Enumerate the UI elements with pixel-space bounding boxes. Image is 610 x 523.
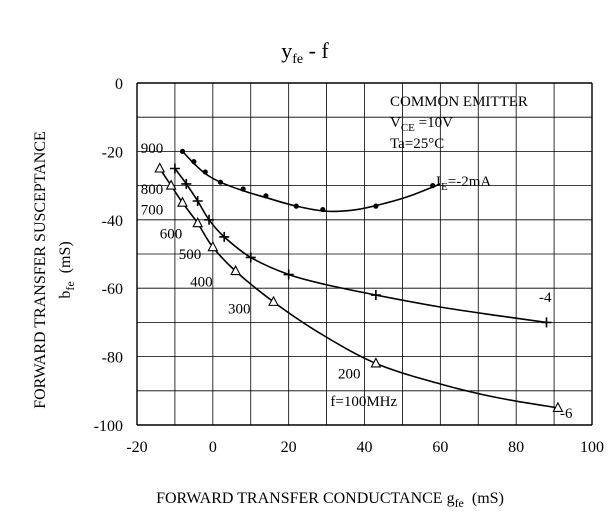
data-point-triangle <box>370 357 382 368</box>
svg-text:FORWARD TRANSFER SUSCEPTANCE: FORWARD TRANSFER SUSCEPTANCE <box>32 131 49 409</box>
series-label-6: -6 <box>560 406 573 422</box>
data-point-dot <box>191 159 197 165</box>
x-tick-label: -20 <box>126 439 147 456</box>
chart-title: yfe - f <box>281 38 329 67</box>
y-tick-label: -60 <box>102 281 123 298</box>
data-point-dot <box>240 186 246 192</box>
series-line-1 <box>174 168 547 324</box>
data-point-triangle <box>268 295 279 306</box>
x-tick-label: 0 <box>209 439 217 456</box>
frequency-label: f=100MHz <box>330 394 397 410</box>
data-point-triangle <box>230 264 241 276</box>
series-label-4: -4 <box>539 290 552 306</box>
frequency-labels: 900 800 700 600 500 400 300 200 f=100MHz <box>141 141 398 410</box>
data-point-dot <box>293 203 299 209</box>
data-point-triangle <box>154 162 166 173</box>
conditions-line1: COMMON EMITTER <box>390 94 528 110</box>
data-point-plus <box>181 178 192 189</box>
frequency-label: 200 <box>338 367 361 383</box>
y-tick-label: -100 <box>94 418 123 435</box>
data-point-dot <box>373 203 379 209</box>
x-tick-label: 80 <box>508 439 524 456</box>
data-point-triangle <box>207 240 219 252</box>
data-point-triangle <box>192 217 204 228</box>
data-point-dot <box>202 169 208 175</box>
conditions-line3: Ta=25°C <box>390 136 444 152</box>
y-axis-label: FORWARD TRANSFER SUSCEPTANCE bfe(mS) <box>32 131 77 409</box>
data-point-plus <box>219 231 230 242</box>
data-point-plus <box>204 214 215 225</box>
data-point-triangle <box>165 179 177 190</box>
x-tick-label: 40 <box>357 439 373 456</box>
data-point-triangle <box>552 401 564 412</box>
data-point-plus <box>370 290 381 301</box>
y-tick-label: -20 <box>102 144 123 161</box>
data-point-plus <box>283 269 294 280</box>
data-point-plus <box>192 195 203 206</box>
x-tick-label: 100 <box>580 439 604 456</box>
series-markers <box>154 148 564 412</box>
frequency-label: 800 <box>141 182 164 198</box>
frequency-label: 900 <box>141 141 164 157</box>
y-tick-label: 0 <box>115 76 123 93</box>
x-tick-label: 60 <box>432 439 448 456</box>
data-point-dot <box>263 193 269 199</box>
data-point-triangle <box>177 196 188 207</box>
data-point-dot <box>217 179 224 185</box>
frequency-label: 700 <box>141 203 164 219</box>
y-tick-label: -80 <box>102 350 123 367</box>
grid <box>136 82 593 426</box>
data-point-plus <box>169 163 180 174</box>
data-point-dot <box>320 206 326 213</box>
data-point-dot <box>430 183 436 189</box>
data-point-dot <box>179 148 186 154</box>
frequency-label: 400 <box>190 274 213 290</box>
data-point-plus <box>541 317 552 328</box>
frequency-label: 300 <box>228 302 251 318</box>
x-tick-label: 20 <box>281 439 297 456</box>
frequency-label: 500 <box>179 247 202 263</box>
series-label-ie-2: IE=-2mA <box>436 174 491 193</box>
svg-text:bfe(mS): bfe(mS) <box>57 241 77 298</box>
data-point-plus <box>245 252 256 263</box>
tick-labels: -20 0 20 40 60 80 100 0 -20 -40 -60 -80 -100 <box>94 76 604 456</box>
conditions-line2: VCE =10V <box>390 115 453 134</box>
frequency-label: 600 <box>160 226 183 242</box>
y-tick-label: -40 <box>102 213 123 230</box>
x-axis-label: FORWARD TRANSFER CONDUCTANCE gfe (mS) <box>156 490 504 510</box>
